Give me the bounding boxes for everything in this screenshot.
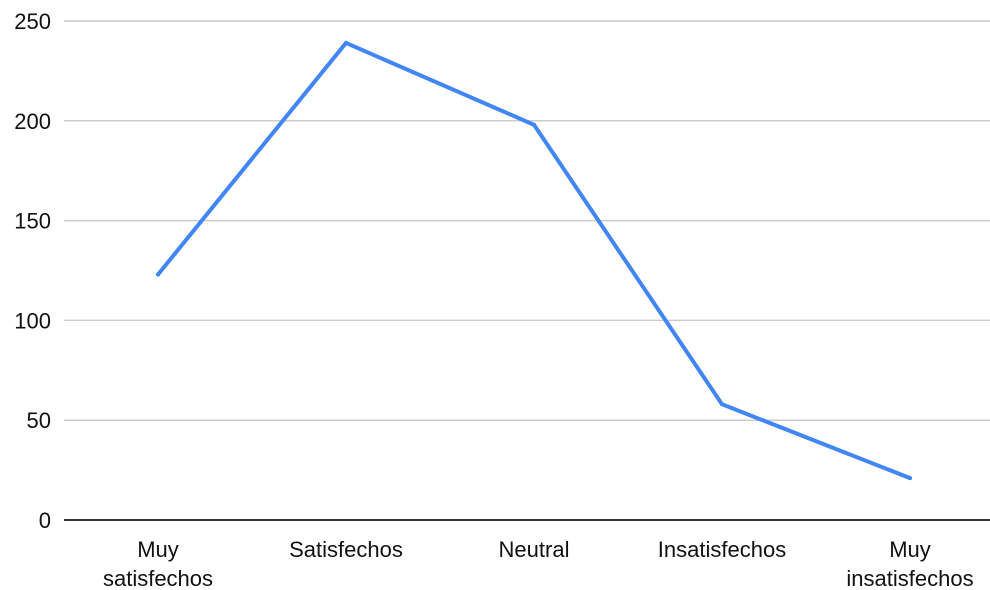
series-line (156, 40, 912, 481)
data-point (344, 40, 348, 45)
gridlines (64, 20, 990, 421)
x-tick-label-line: Neutral (499, 537, 570, 562)
data-point (908, 476, 912, 481)
x-tick-label: Muy satisfechos (103, 537, 213, 590)
y-tick-label: 50 (27, 408, 51, 433)
x-tick-label-line: satisfechos (103, 566, 213, 590)
x-tick-label-line: Insatisfechos (658, 537, 786, 562)
series-lines (156, 40, 912, 481)
y-tick-label: 200 (14, 109, 51, 134)
y-tick-label: 100 (14, 308, 51, 333)
x-tick-label-line: Satisfechos (289, 537, 403, 562)
y-axis-tick-labels: 0 50 100 150 200 250 (14, 9, 51, 533)
x-tick-label-line: insatisfechos (846, 566, 973, 590)
data-point (156, 272, 160, 277)
x-tick-label-line: Muy (889, 537, 931, 562)
x-tick-label: Muy insatisfechos (846, 537, 973, 590)
x-tick-label: Insatisfechos (658, 537, 786, 562)
x-tick-label-line: Muy (137, 537, 179, 562)
y-tick-label: 0 (39, 508, 51, 533)
x-tick-label: Neutral (499, 537, 570, 562)
data-point (532, 122, 536, 127)
data-point (720, 402, 724, 407)
y-tick-label: 250 (14, 9, 51, 34)
x-axis-tick-labels: Muy satisfechos Satisfechos Neutral Insatisf… (103, 537, 974, 590)
x-tick-label: Satisfechos (289, 537, 403, 562)
y-tick-label: 150 (14, 209, 51, 234)
